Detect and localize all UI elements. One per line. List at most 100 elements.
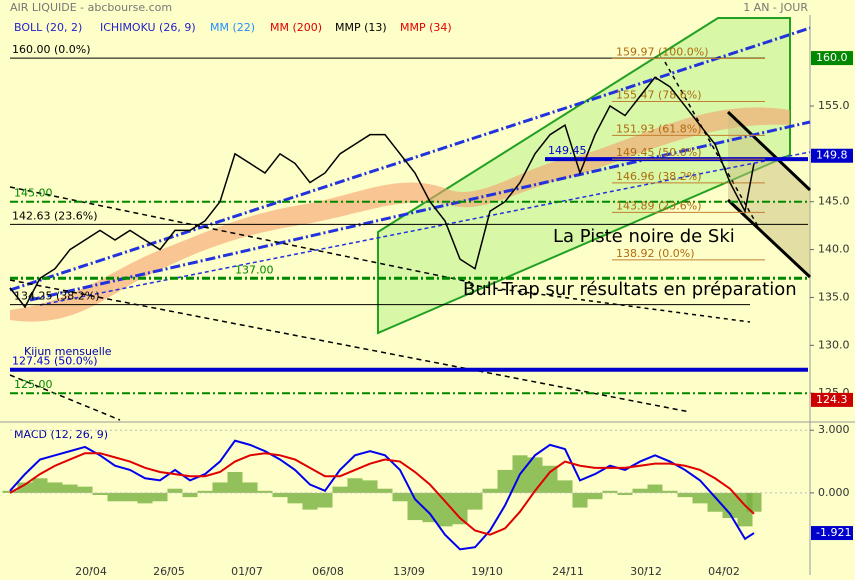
histogram-bar — [227, 472, 243, 493]
histogram-bar — [137, 492, 153, 504]
level-label: 149.45 — [548, 144, 587, 157]
legend-entry: MMP (34) — [400, 21, 452, 34]
y-tick-label: 3.000 — [818, 423, 850, 436]
histogram-bar — [62, 484, 78, 493]
trend-line — [664, 61, 761, 231]
legend-entry: MMP (13) — [335, 21, 387, 34]
histogram-bar — [662, 490, 678, 493]
histogram-bar — [272, 492, 288, 498]
level-label: 127.45 (50.0%) — [12, 355, 98, 368]
histogram-bar — [242, 482, 258, 493]
price-tag-label: -1.921 — [816, 526, 851, 539]
y-tick-label: 135.0 — [818, 290, 850, 303]
histogram-bar — [542, 465, 558, 493]
y-tick-label: 130.0 — [818, 338, 850, 351]
x-tick-label: 19/10 — [471, 565, 503, 578]
fib-label: 143.89 (23.6%) — [616, 199, 702, 212]
histogram-bar — [317, 492, 333, 508]
annotation: La Piste noire de Ski — [553, 226, 735, 247]
x-tick-label: 20/04 — [75, 565, 107, 578]
channel — [377, 17, 791, 335]
histogram-bar — [77, 486, 93, 493]
trend-line — [29, 120, 811, 302]
trend-line — [39, 151, 811, 306]
histogram-bar — [257, 490, 273, 493]
price-tag-label: 124.3 — [816, 393, 848, 406]
y-tick-label: 145.0 — [818, 195, 850, 208]
histogram-bar — [722, 492, 738, 518]
histogram-bar — [587, 492, 603, 500]
histogram-bar — [287, 492, 303, 504]
fib-label: 155.47 (78.6%) — [616, 88, 702, 101]
histogram-bar — [32, 478, 48, 493]
histogram-bar — [47, 482, 63, 493]
histogram-bar — [707, 492, 723, 512]
fib-label: 146.96 (38.2%) — [616, 170, 702, 183]
histogram-bar — [746, 492, 762, 512]
histogram-bar — [437, 492, 453, 527]
trend-line — [9, 374, 121, 421]
level-label: 142.63 (23.6%) — [12, 209, 98, 222]
histogram-bar — [647, 484, 663, 493]
histogram-bar — [17, 482, 33, 493]
histogram-bar — [557, 480, 573, 493]
level-label: 160.00 (0.0%) — [12, 43, 91, 56]
fib-label: 149.45 (50.0%) — [616, 146, 702, 159]
panel-title: MACD (12, 26, 9) — [14, 428, 108, 441]
level-label: 125.00 — [14, 378, 53, 391]
trend-line — [9, 26, 811, 292]
y-tick-label: 0.000 — [818, 486, 850, 499]
histogram-bar — [92, 492, 108, 495]
annotation: Kijun mensuelle — [24, 345, 112, 358]
x-tick-label: 04/02 — [708, 565, 740, 578]
histogram-bar — [632, 488, 648, 493]
histogram-bar — [197, 490, 213, 493]
x-tick-label: 13/09 — [393, 565, 425, 578]
histogram-bar — [377, 488, 393, 493]
price-tag — [811, 148, 853, 163]
price-tag — [811, 526, 853, 541]
histogram-bar — [347, 478, 363, 493]
histogram-bar — [617, 492, 633, 495]
histogram-bar — [497, 469, 513, 493]
trend-line — [726, 110, 812, 192]
level-label: 137.00 — [235, 263, 274, 276]
histogram-bar — [392, 492, 408, 502]
trend-line — [9, 186, 471, 283]
histogram-bar — [302, 492, 318, 510]
legend-entry: BOLL (20, 2) — [14, 21, 82, 34]
data-line — [9, 76, 755, 309]
histogram-bar — [122, 492, 138, 502]
histogram-bar — [422, 492, 438, 523]
data-line — [9, 452, 755, 536]
trend-line — [469, 284, 751, 323]
ski-slope — [728, 112, 810, 277]
chart-title: AIR LIQUIDE - abcbourse.com — [10, 1, 172, 14]
histogram-bar — [692, 492, 708, 504]
price-tag — [811, 51, 853, 66]
histogram-bar — [452, 492, 468, 525]
level-label: 134.25 (38.2%) — [14, 290, 100, 303]
trend-line — [9, 279, 691, 413]
price-tag-label: 160.0 — [816, 51, 848, 64]
fib-label: 138.92 (0.0%) — [616, 247, 695, 260]
legend-entry: MM (22) — [210, 21, 255, 34]
histogram-bar — [482, 488, 498, 493]
y-tick-label: 155.0 — [818, 99, 850, 112]
level-label: 145.00 — [14, 187, 53, 200]
histogram-bar — [677, 492, 693, 498]
x-tick-label: 26/05 — [153, 565, 185, 578]
x-tick-label: 06/08 — [312, 565, 344, 578]
x-tick-label: 30/12 — [630, 565, 662, 578]
histogram-bar — [527, 457, 543, 493]
histogram-bar — [362, 480, 378, 493]
price-tag-label: 149.8 — [816, 149, 848, 162]
histogram-bar — [107, 492, 123, 502]
data-line — [9, 439, 755, 551]
x-tick-label: 01/07 — [231, 565, 263, 578]
annotation: Bull-Trap sur résultats en préparation — [463, 279, 797, 300]
histogram-bar — [212, 482, 228, 493]
histogram-bar — [152, 492, 168, 502]
y-tick-label: 140.0 — [818, 243, 850, 256]
